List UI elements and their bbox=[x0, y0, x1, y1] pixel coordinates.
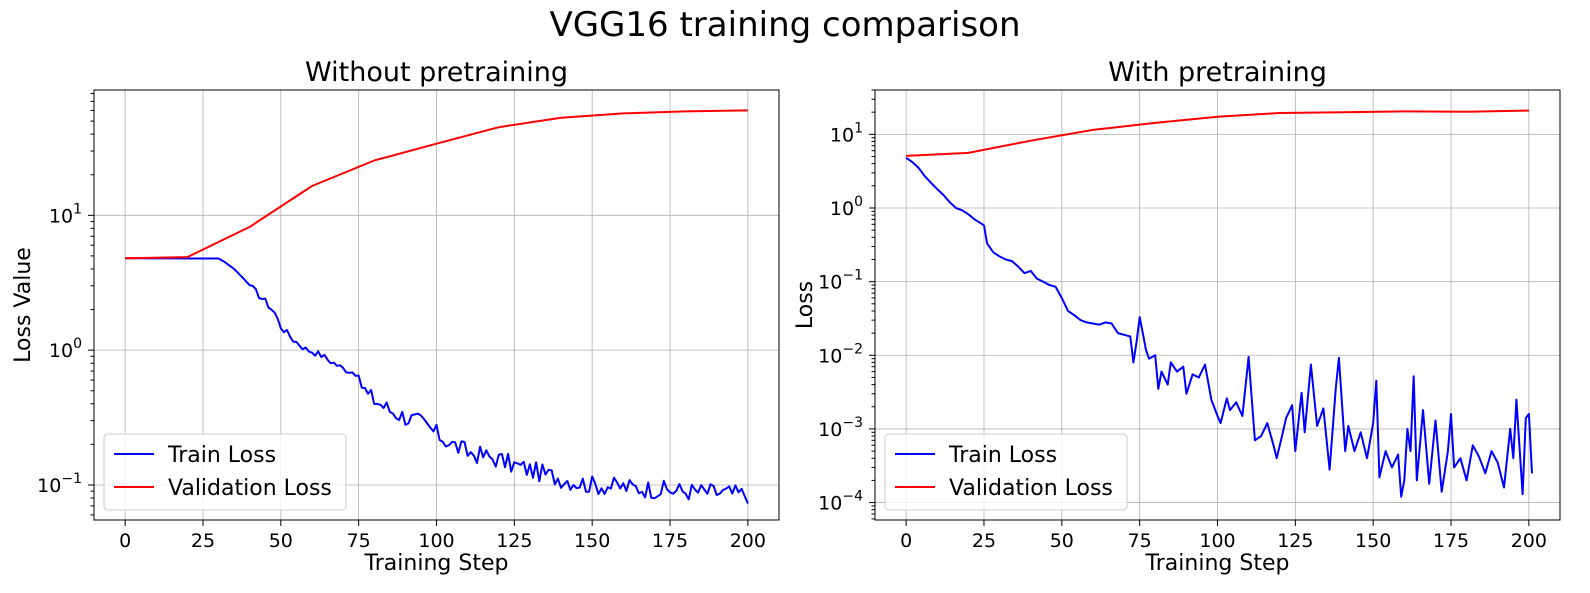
legend-box bbox=[884, 433, 1128, 511]
x-tick-label: 200 bbox=[1511, 530, 1547, 552]
y-tick-label: 101 bbox=[49, 201, 82, 227]
x-tick-label: 200 bbox=[730, 530, 766, 552]
series-line-train-loss bbox=[125, 257, 749, 504]
legend-label: Train Loss bbox=[167, 443, 276, 468]
x-tick-label: 150 bbox=[1355, 530, 1391, 552]
x-tick-label: 150 bbox=[574, 530, 610, 552]
x-tick-label: 75 bbox=[347, 530, 371, 552]
y-tick-label: 101 bbox=[830, 120, 863, 146]
x-tick-label: 50 bbox=[269, 530, 293, 552]
x-tick-label: 0 bbox=[900, 530, 912, 552]
x-tick-label: 175 bbox=[652, 530, 688, 552]
legend-label: Validation Loss bbox=[949, 476, 1113, 501]
series-line-validation-loss bbox=[906, 109, 1529, 157]
y-tick-label: 100 bbox=[49, 336, 82, 362]
chart-panel-1: 0 25 50 75 100 125 150 175 200 10−1 100 101 Without … bbox=[11, 57, 780, 576]
x-tick-label: 0 bbox=[119, 530, 131, 552]
chart-panel-2: 0 25 50 75 100 125 150 175 200 10−4 10−3 10−2 10−1 10… bbox=[793, 57, 1561, 576]
x-tick-label: 100 bbox=[1199, 530, 1235, 552]
x-axis-label: Training Step bbox=[1145, 551, 1290, 576]
legend-label: Train Loss bbox=[948, 443, 1057, 468]
x-tick-label: 25 bbox=[972, 530, 996, 552]
y-tick-label: 10−4 bbox=[818, 489, 863, 515]
x-tick-label: 50 bbox=[1050, 530, 1074, 552]
legend: Train Loss Validation Loss bbox=[103, 433, 347, 511]
x-tick-label: 125 bbox=[496, 530, 532, 552]
y-axis-label: Loss Value bbox=[11, 247, 36, 363]
legend: Train Loss Validation Loss bbox=[884, 433, 1128, 511]
x-tick-label: 100 bbox=[418, 530, 454, 552]
subplot-title: With pretraining bbox=[1108, 57, 1327, 88]
x-tick-label: 125 bbox=[1277, 530, 1313, 552]
legend-label: Validation Loss bbox=[168, 476, 332, 501]
x-tick-label: 175 bbox=[1433, 530, 1469, 552]
series-line-train-loss bbox=[905, 156, 1533, 498]
y-tick-label: 100 bbox=[830, 194, 863, 220]
subplot-title: Without pretraining bbox=[305, 57, 568, 88]
x-axis-label: Training Step bbox=[364, 551, 509, 576]
series-line-validation-loss bbox=[125, 109, 748, 260]
y-axis-label: Loss bbox=[793, 281, 818, 329]
legend-box bbox=[103, 433, 347, 511]
y-tick-label: 10−2 bbox=[818, 341, 863, 367]
x-tick-label: 25 bbox=[191, 530, 215, 552]
y-tick-label: 10−1 bbox=[37, 471, 82, 497]
figure-title: VGG16 training comparison bbox=[549, 5, 1020, 45]
y-tick-label: 10−3 bbox=[818, 415, 863, 441]
y-tick-label: 10−1 bbox=[818, 268, 863, 294]
x-tick-label: 75 bbox=[1128, 530, 1152, 552]
